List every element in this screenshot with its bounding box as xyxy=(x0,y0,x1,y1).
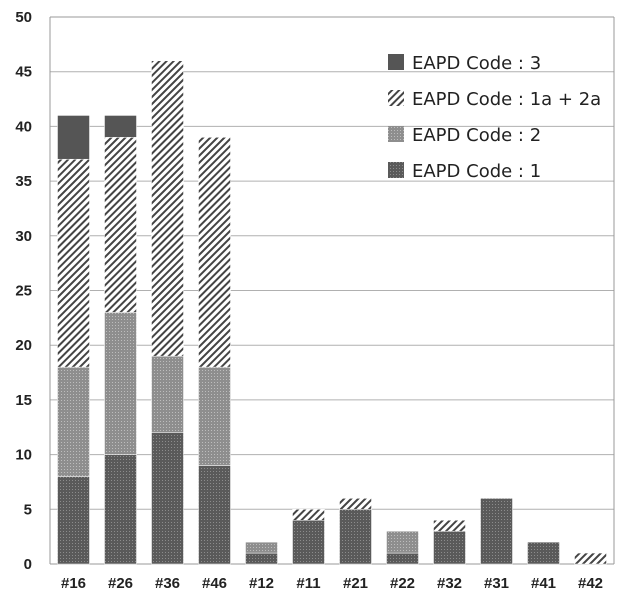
bar-segment-22-series-1 xyxy=(386,530,419,554)
y-tick-label: 30 xyxy=(15,228,32,245)
legend-label: EAPD Code : 3 xyxy=(412,53,541,74)
x-tick-label: #22 xyxy=(390,575,415,592)
bar-segment-46-series-2 xyxy=(198,137,231,368)
y-tick-label: 10 xyxy=(15,447,32,464)
bar-segment-21-series-2 xyxy=(339,498,372,510)
bar-segment-26-series-3 xyxy=(104,115,137,138)
legend-swatch xyxy=(388,126,404,142)
bar-segment-26-series-1 xyxy=(104,312,137,455)
bar-segment-46-series-1 xyxy=(198,366,231,466)
bar-segment-21-series-0 xyxy=(339,509,372,565)
y-tick-label: 35 xyxy=(15,173,32,190)
x-tick-label: #32 xyxy=(437,575,462,592)
x-tick-label: #42 xyxy=(578,575,603,592)
legend: EAPD Code : 3 EAPD Code : 1a + 2a EAPD Cod… xyxy=(388,53,601,182)
bar-segment-12-series-1 xyxy=(245,541,278,554)
legend-label: EAPD Code : 2 xyxy=(412,125,541,146)
y-tick-label: 15 xyxy=(15,392,32,409)
tick-labels: 0 5 10 15 20 25 30 35 40 45 50 #16 #26 #36 #46 #12 #11 #2… xyxy=(15,9,603,592)
x-tick-label: #31 xyxy=(484,575,509,592)
y-tick-label: 20 xyxy=(15,337,32,354)
bar-segment-16-series-1 xyxy=(57,366,90,477)
legend-label: EAPD Code : 1 xyxy=(412,161,541,182)
x-tick-label: #16 xyxy=(61,575,86,592)
legend-swatch xyxy=(388,54,404,70)
bar-segment-22-series-0 xyxy=(386,552,419,565)
y-tick-label: 50 xyxy=(15,9,32,26)
legend-label: EAPD Code : 1a + 2a xyxy=(412,89,601,110)
y-tick-label: 0 xyxy=(24,556,32,573)
y-tick-label: 25 xyxy=(15,283,32,300)
x-tick-label: #12 xyxy=(249,575,274,592)
bar-segment-16-series-3 xyxy=(57,115,90,160)
bar-segment-12-series-0 xyxy=(245,552,278,565)
axes xyxy=(49,16,615,565)
bars xyxy=(57,60,607,565)
bar-segment-36-series-1 xyxy=(151,355,184,433)
legend-swatch xyxy=(388,90,404,106)
bar-segment-46-series-0 xyxy=(198,465,231,565)
bar-segment-26-series-2 xyxy=(104,137,137,313)
bar-segment-11-series-0 xyxy=(292,519,325,565)
x-tick-label: #46 xyxy=(202,575,227,592)
x-tick-label: #21 xyxy=(343,575,368,592)
bar-segment-42-series-2 xyxy=(574,552,607,565)
bar-segment-32-series-2 xyxy=(433,519,466,532)
bar-segment-32-series-0 xyxy=(433,530,466,565)
bar-segment-11-series-2 xyxy=(292,509,325,521)
y-tick-label: 40 xyxy=(15,118,32,135)
bar-segment-36-series-0 xyxy=(151,432,184,565)
bar-segment-16-series-0 xyxy=(57,476,90,565)
x-tick-label: #26 xyxy=(108,575,133,592)
legend-swatch xyxy=(388,162,404,178)
bar-segment-41-series-0 xyxy=(527,541,560,565)
bar-segment-36-series-2 xyxy=(151,60,184,357)
y-tick-label: 5 xyxy=(24,501,32,518)
bar-segment-16-series-2 xyxy=(57,158,90,368)
x-tick-label: #41 xyxy=(531,575,556,592)
bar-segment-31-series-0 xyxy=(480,498,513,565)
bar-segment-26-series-0 xyxy=(104,454,137,565)
y-tick-label: 45 xyxy=(15,64,32,81)
x-tick-label: #11 xyxy=(296,575,320,592)
x-tick-label: #36 xyxy=(155,575,180,592)
